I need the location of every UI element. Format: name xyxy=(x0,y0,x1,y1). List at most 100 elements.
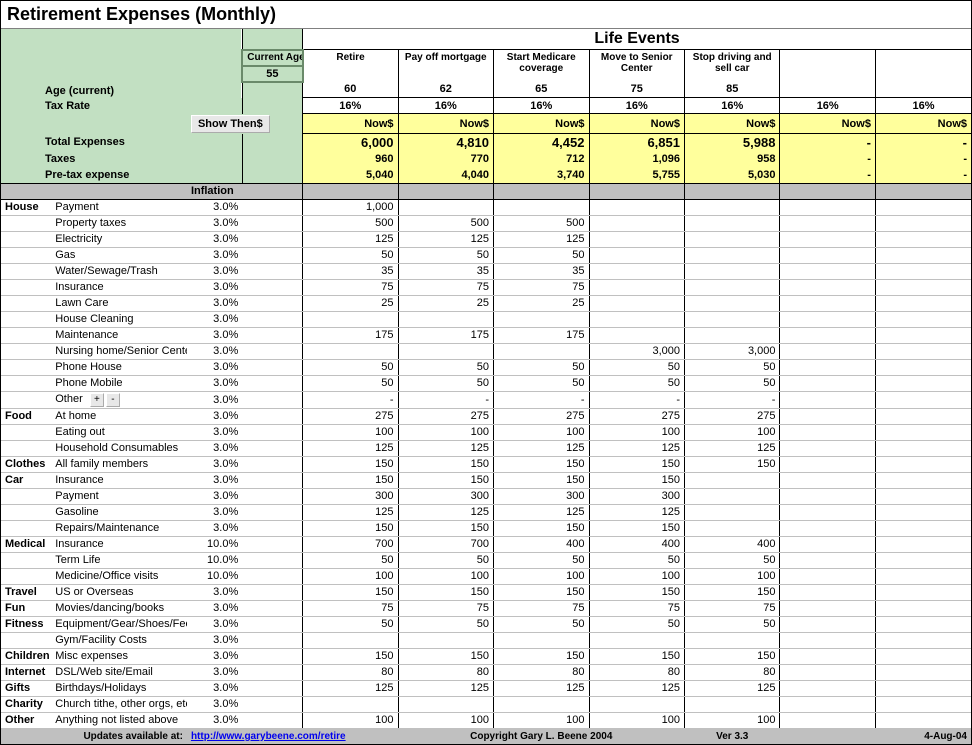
inflation-value[interactable]: 3.0% xyxy=(187,632,242,648)
expense-cell[interactable]: 500 xyxy=(398,215,493,231)
expense-cell[interactable]: 125 xyxy=(398,440,493,456)
expense-cell[interactable] xyxy=(780,488,875,504)
expense-cell[interactable]: 150 xyxy=(303,520,398,536)
expense-cell[interactable]: 50 xyxy=(684,616,779,632)
expense-cell[interactable] xyxy=(780,408,875,424)
expense-cell[interactable]: 275 xyxy=(684,408,779,424)
expense-cell[interactable] xyxy=(875,568,971,584)
expense-cell[interactable]: 100 xyxy=(684,712,779,728)
expense-cell[interactable]: 75 xyxy=(589,600,684,616)
expense-cell[interactable] xyxy=(684,311,779,327)
expense-cell[interactable] xyxy=(684,488,779,504)
expense-cell[interactable] xyxy=(589,295,684,311)
expense-cell[interactable]: 50 xyxy=(398,552,493,568)
expense-cell[interactable] xyxy=(875,648,971,664)
inflation-value[interactable]: 3.0% xyxy=(187,279,242,295)
expense-cell[interactable]: 400 xyxy=(684,536,779,552)
expense-cell[interactable]: - xyxy=(684,391,779,408)
expense-cell[interactable] xyxy=(684,247,779,263)
expense-cell[interactable] xyxy=(875,536,971,552)
expense-cell[interactable]: 75 xyxy=(398,279,493,295)
expense-cell[interactable]: 75 xyxy=(303,279,398,295)
expense-cell[interactable]: 100 xyxy=(398,568,493,584)
inflation-value[interactable]: 3.0% xyxy=(187,472,242,488)
expense-cell[interactable] xyxy=(684,231,779,247)
expense-cell[interactable]: 150 xyxy=(303,472,398,488)
expense-cell[interactable]: 100 xyxy=(494,712,589,728)
expense-cell[interactable] xyxy=(398,696,493,712)
expense-cell[interactable] xyxy=(875,440,971,456)
expense-cell[interactable]: 125 xyxy=(494,440,589,456)
expense-cell[interactable]: 150 xyxy=(398,520,493,536)
expense-cell[interactable] xyxy=(684,696,779,712)
expense-cell[interactable]: 50 xyxy=(303,616,398,632)
expense-cell[interactable] xyxy=(780,327,875,343)
inflation-value[interactable]: 3.0% xyxy=(187,343,242,359)
expense-cell[interactable] xyxy=(875,712,971,728)
expense-cell[interactable]: - xyxy=(303,391,398,408)
expense-cell[interactable]: 50 xyxy=(684,359,779,375)
expense-cell[interactable]: 500 xyxy=(303,215,398,231)
expense-cell[interactable]: 35 xyxy=(398,263,493,279)
expense-cell[interactable]: 125 xyxy=(589,440,684,456)
expense-cell[interactable]: 175 xyxy=(303,327,398,343)
inflation-value[interactable]: 3.0% xyxy=(187,375,242,391)
inflation-value[interactable]: 3.0% xyxy=(187,231,242,247)
inflation-value[interactable]: 3.0% xyxy=(187,584,242,600)
expense-cell[interactable]: 300 xyxy=(303,488,398,504)
expense-cell[interactable]: 125 xyxy=(589,504,684,520)
expense-cell[interactable] xyxy=(303,343,398,359)
expense-cell[interactable] xyxy=(780,199,875,215)
expense-cell[interactable] xyxy=(589,263,684,279)
expense-cell[interactable]: 75 xyxy=(398,600,493,616)
expense-cell[interactable]: 150 xyxy=(589,584,684,600)
inflation-value[interactable]: 3.0% xyxy=(187,456,242,472)
expense-cell[interactable] xyxy=(875,359,971,375)
expense-cell[interactable] xyxy=(875,247,971,263)
expense-cell[interactable] xyxy=(875,584,971,600)
expense-cell[interactable]: 275 xyxy=(589,408,684,424)
expense-cell[interactable] xyxy=(875,199,971,215)
inflation-value[interactable]: 3.0% xyxy=(187,600,242,616)
expense-cell[interactable]: 75 xyxy=(303,600,398,616)
expense-cell[interactable]: 50 xyxy=(398,616,493,632)
expense-cell[interactable] xyxy=(875,632,971,648)
expense-cell[interactable] xyxy=(875,600,971,616)
expense-cell[interactable] xyxy=(494,696,589,712)
expense-cell[interactable]: 125 xyxy=(303,231,398,247)
expense-cell[interactable]: 125 xyxy=(684,680,779,696)
expense-cell[interactable] xyxy=(780,552,875,568)
expense-cell[interactable] xyxy=(589,279,684,295)
inflation-value[interactable]: 3.0% xyxy=(187,424,242,440)
expense-cell[interactable] xyxy=(589,311,684,327)
expense-cell[interactable] xyxy=(589,215,684,231)
expense-cell[interactable]: 275 xyxy=(303,408,398,424)
expense-cell[interactable]: 150 xyxy=(494,520,589,536)
expense-cell[interactable] xyxy=(684,327,779,343)
expense-cell[interactable]: 150 xyxy=(684,584,779,600)
expense-cell[interactable] xyxy=(875,424,971,440)
expense-cell[interactable]: 50 xyxy=(589,616,684,632)
expense-cell[interactable] xyxy=(303,311,398,327)
expense-cell[interactable]: 400 xyxy=(494,536,589,552)
expense-cell[interactable]: 150 xyxy=(398,584,493,600)
expense-cell[interactable]: 150 xyxy=(494,584,589,600)
expense-cell[interactable]: 500 xyxy=(494,215,589,231)
expense-cell[interactable] xyxy=(780,391,875,408)
expense-cell[interactable]: 125 xyxy=(398,231,493,247)
inflation-value[interactable]: 3.0% xyxy=(187,504,242,520)
expense-cell[interactable]: 275 xyxy=(398,408,493,424)
expense-cell[interactable] xyxy=(684,279,779,295)
expense-cell[interactable] xyxy=(684,215,779,231)
expense-cell[interactable] xyxy=(780,424,875,440)
expense-cell[interactable] xyxy=(780,616,875,632)
plus-button[interactable]: + xyxy=(90,393,104,407)
expense-cell[interactable] xyxy=(875,504,971,520)
inflation-value[interactable]: 3.0% xyxy=(187,696,242,712)
expense-cell[interactable]: - xyxy=(398,391,493,408)
inflation-value[interactable]: 3.0% xyxy=(187,247,242,263)
expense-cell[interactable]: 75 xyxy=(494,600,589,616)
expense-cell[interactable] xyxy=(875,616,971,632)
expense-cell[interactable] xyxy=(684,632,779,648)
expense-cell[interactable]: 25 xyxy=(303,295,398,311)
